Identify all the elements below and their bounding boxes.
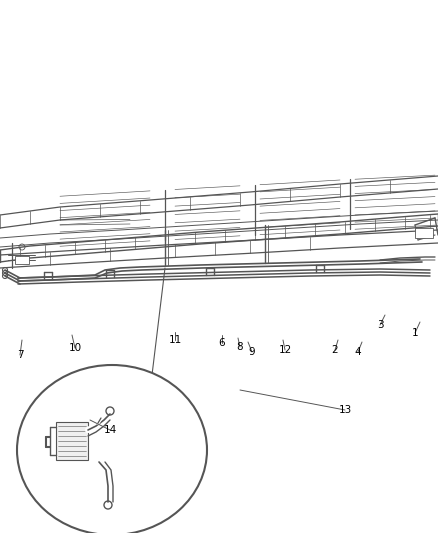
Text: 11: 11 bbox=[168, 335, 182, 345]
Text: 2: 2 bbox=[332, 345, 338, 355]
Text: 7: 7 bbox=[17, 350, 23, 360]
Text: 4: 4 bbox=[355, 347, 361, 357]
Text: 6: 6 bbox=[219, 338, 225, 348]
Text: 10: 10 bbox=[68, 343, 81, 353]
Bar bbox=[415, 228, 433, 238]
Text: 8: 8 bbox=[237, 342, 244, 352]
Text: 14: 14 bbox=[103, 425, 117, 435]
Ellipse shape bbox=[17, 365, 207, 533]
Text: 1: 1 bbox=[412, 328, 418, 338]
Text: 12: 12 bbox=[279, 345, 292, 355]
Text: 3: 3 bbox=[377, 320, 383, 330]
Text: 13: 13 bbox=[339, 405, 352, 415]
Text: 9: 9 bbox=[249, 347, 255, 357]
Bar bbox=[15, 256, 29, 264]
Bar bbox=[56, 422, 88, 460]
